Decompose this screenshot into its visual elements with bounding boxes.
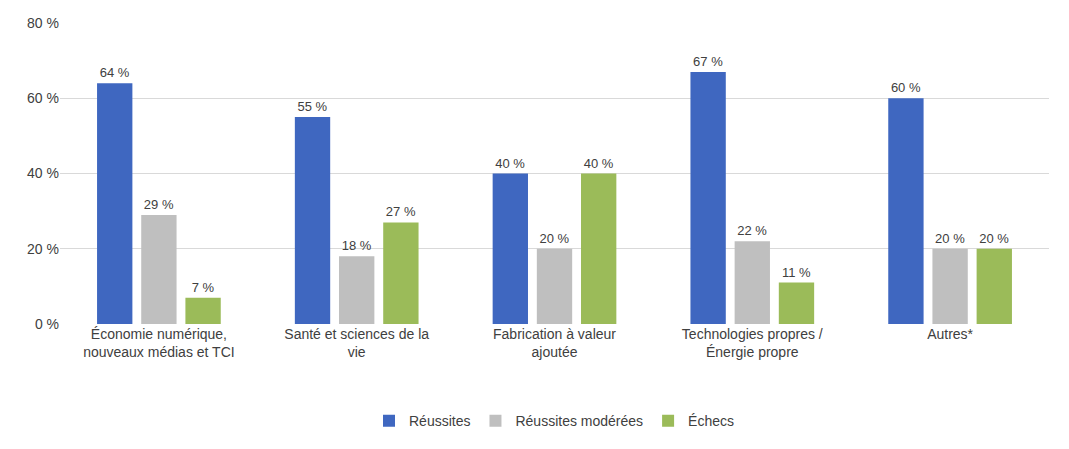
svg-text:Économie numérique,nouveaux mé: Économie numérique,nouveaux médias et TC… [83, 326, 235, 360]
svg-text:55 %: 55 % [297, 99, 327, 114]
svg-text:29 %: 29 % [144, 197, 174, 212]
svg-text:Fabrication à valeurajoutée: Fabrication à valeurajoutée [493, 326, 616, 360]
svg-text:Santé et sciences de lavie: Santé et sciences de lavie [284, 326, 429, 360]
svg-text:20 %: 20 % [27, 241, 59, 257]
svg-text:7 %: 7 % [192, 280, 215, 295]
svg-text:60 %: 60 % [27, 90, 59, 106]
svg-text:20 %: 20 % [539, 231, 569, 246]
svg-text:20 %: 20 % [979, 231, 1009, 246]
svg-text:11 %: 11 % [782, 265, 811, 280]
svg-text:27 %: 27 % [386, 204, 416, 219]
svg-text:Technologies propres /Énergie: Technologies propres /Énergie propre [682, 326, 823, 360]
svg-text:60 %: 60 % [891, 80, 921, 95]
svg-text:22 %: 22 % [737, 223, 767, 238]
svg-text:Échecs: Échecs [688, 413, 734, 429]
svg-text:Réussites modérées: Réussites modérées [515, 413, 643, 429]
svg-text:18 %: 18 % [342, 238, 372, 253]
svg-text:64 %: 64 % [100, 65, 130, 80]
svg-text:40 %: 40 % [27, 165, 59, 181]
svg-text:40 %: 40 % [495, 156, 525, 171]
svg-text:80 %: 80 % [27, 15, 59, 31]
svg-text:Autres*: Autres* [927, 326, 973, 342]
svg-text:40 %: 40 % [584, 156, 614, 171]
svg-text:0 %: 0 % [35, 316, 59, 332]
svg-text:Réussites: Réussites [409, 413, 470, 429]
svg-text:67 %: 67 % [693, 54, 723, 69]
svg-text:20 %: 20 % [935, 231, 965, 246]
